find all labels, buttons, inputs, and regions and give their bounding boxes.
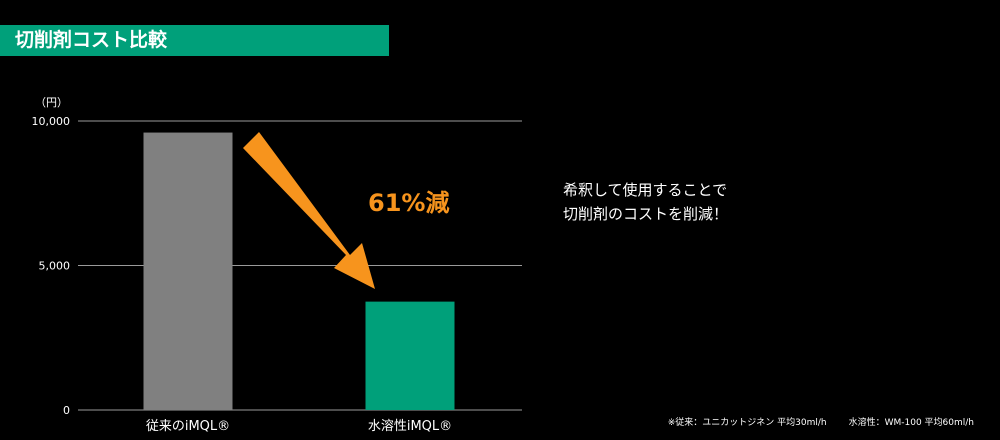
y-axis-unit-label: （円） (35, 96, 68, 109)
footnote-water-soluble: 水溶性：WM-100 平均60ml/h (848, 418, 974, 428)
bar-1 (143, 132, 233, 410)
chart-axes: 0 5,000 10,000 （円） 従来のiMQL® 水溶性iMQL® (32, 96, 453, 434)
reduction-arrow (243, 132, 375, 289)
bar-2 (365, 301, 455, 410)
side-message-line-1: 希釈して使用することで (563, 181, 728, 199)
chart-annotation: 61%減 (243, 132, 449, 289)
x-category-label-2: 水溶性iMQL® (368, 419, 452, 434)
reduction-label: 61%減 (368, 189, 449, 217)
y-tick-label-2: 10,000 (32, 115, 71, 128)
footnote: ※従来：ユニカットジネン 平均30ml/h 水溶性：WM-100 平均60ml/h (668, 417, 974, 429)
title-banner: 切削剤コスト比較 (0, 25, 389, 56)
side-message-line-2: 切削剤のコストを削減！ (563, 205, 729, 223)
y-tick-label-1: 5,000 (39, 260, 71, 273)
y-tick-label-0: 0 (63, 404, 70, 417)
x-category-label-1: 従来のiMQL® (146, 419, 230, 434)
footnote-conventional: ※従来：ユニカットジネン 平均30ml/h (667, 418, 827, 428)
chart-bars (143, 132, 455, 410)
page-title: 切削剤コスト比較 (15, 29, 168, 51)
side-message: 希釈して使用することで 切削剤のコストを削減！ (563, 178, 728, 226)
